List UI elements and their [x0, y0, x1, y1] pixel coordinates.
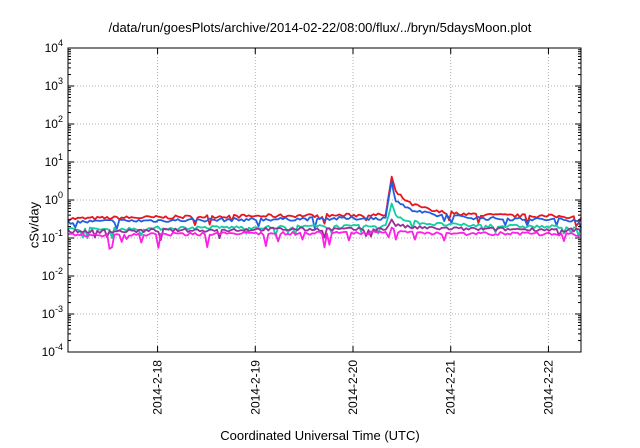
series-line-2: [67, 180, 582, 230]
y-tick-label: 104: [45, 38, 63, 55]
series-line-1: [67, 175, 582, 227]
grid-layer: [68, 48, 581, 352]
x-tick-label: 2014-2-20: [346, 360, 360, 415]
x-tick-label: 2014-2-19: [248, 360, 262, 415]
axis-layer: 10-4 10-3 10-2 10-1 100 101 102 103 104 2014-2-18…: [42, 38, 582, 415]
chart-title: /data/run/goesPlots/archive/2014-02-22/0…: [108, 20, 532, 35]
y-tick-label: 101: [45, 152, 63, 169]
x-axis-label: Coordinated Universal Time (UTC): [220, 428, 420, 443]
y-tick-label: 10-4: [42, 342, 63, 359]
series-layer: [67, 175, 582, 250]
series-line-4: [67, 218, 582, 241]
y-tick-label: 10-1: [42, 228, 63, 245]
y-tick-label: 102: [45, 114, 63, 131]
y-tick-label: 10-3: [42, 304, 63, 321]
x-tick-label: 2014-2-21: [444, 360, 458, 415]
series-line-5: [67, 226, 582, 250]
x-tick-label: 2014-2-18: [151, 360, 165, 415]
y-tick-label: 10-2: [42, 266, 63, 283]
y-tick-label: 100: [45, 190, 63, 207]
plot-frame: [67, 47, 582, 353]
x-tick-label: 2014-2-22: [541, 360, 555, 415]
y-tick-label: 103: [45, 76, 63, 93]
